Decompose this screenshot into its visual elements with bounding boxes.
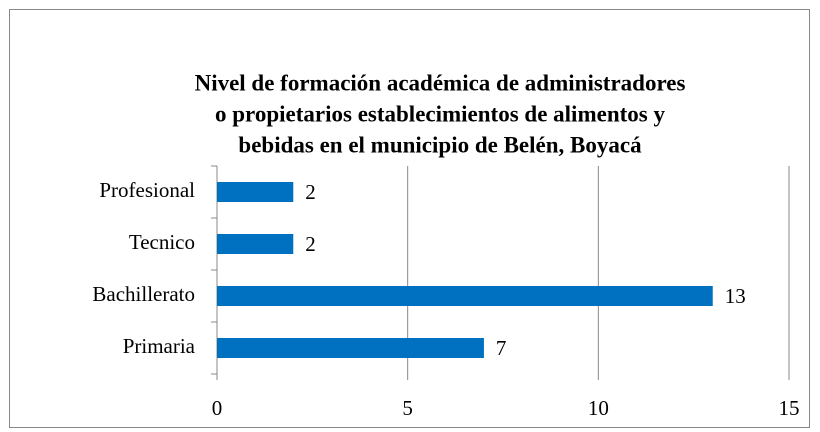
x-tick-label: 10: [588, 396, 609, 420]
chart-title: bebidas en el municipio de Belén, Boyacá: [238, 132, 642, 157]
bar: [217, 338, 484, 358]
y-tick-label: Bachillerato: [92, 282, 195, 306]
data-label: 2: [305, 180, 316, 204]
bar: [217, 182, 294, 202]
x-tick-label: 0: [212, 396, 223, 420]
y-tick-label: Primaria: [123, 334, 196, 358]
data-label: 7: [496, 336, 507, 360]
y-tick-label: Tecnico: [129, 230, 195, 254]
x-tick-label: 15: [779, 396, 800, 420]
chart-title: Nivel de formación académica de administ…: [195, 70, 686, 95]
x-tick-label: 5: [402, 396, 413, 420]
data-label: 13: [725, 284, 746, 308]
chart-title: o propietarios establecimientos de alime…: [215, 101, 665, 126]
y-tick-label: Profesional: [99, 178, 195, 202]
bar: [217, 286, 713, 306]
bar: [217, 234, 294, 254]
data-label: 2: [305, 232, 316, 256]
